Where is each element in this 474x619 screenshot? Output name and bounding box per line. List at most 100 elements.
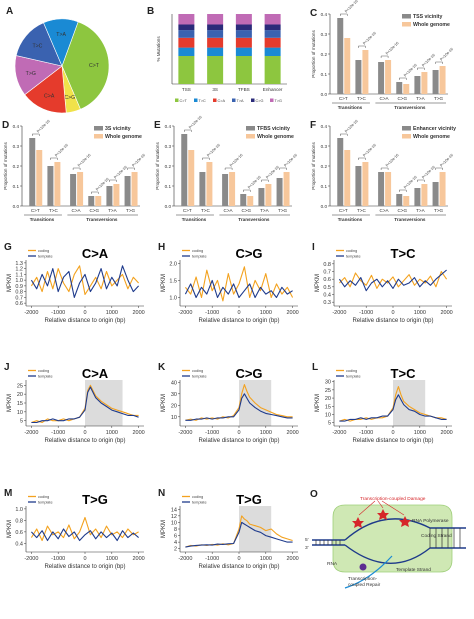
pie-slice-label: C>G xyxy=(64,95,75,101)
stacked-bar-segment xyxy=(178,24,195,31)
stacked-bar-segment xyxy=(207,30,224,38)
legend-label: template xyxy=(346,375,361,379)
significance-label: P<10e-16 xyxy=(265,165,280,180)
bar xyxy=(131,172,138,206)
x-tick-label: T>G xyxy=(434,96,443,101)
series-line xyxy=(30,265,140,296)
panel-e: E 0.0 0.1 0.2 0.3 0.4 Proportion of mutations P… xyxy=(154,115,298,222)
y-tick-label: 8 xyxy=(174,527,177,533)
x-tick-label: T>C xyxy=(357,208,366,213)
legend-label: Whole genome xyxy=(413,134,450,140)
bar xyxy=(385,172,392,206)
legend-label: 3S vicinity xyxy=(105,126,131,132)
y-tick-label: 0.2 xyxy=(165,164,172,169)
x-axis-label: Relative distance to origin (bp) xyxy=(198,318,279,324)
x-tick-label: T>C xyxy=(357,96,366,101)
y-tick-label: 0.2 xyxy=(13,164,20,169)
damage-star-icon xyxy=(399,516,411,527)
significance-label: P<10e-16 xyxy=(362,143,377,158)
significance-bracket xyxy=(435,61,443,64)
panel-label: N xyxy=(158,488,165,499)
chart-title: T>G xyxy=(236,492,262,507)
series-line xyxy=(31,386,139,424)
stacked-bar-segment xyxy=(235,24,252,31)
x-tick-label: -2000 xyxy=(178,556,192,562)
legend-swatch xyxy=(246,126,255,131)
x-tick-label: -1000 xyxy=(51,430,65,436)
five-prime-label: 5' xyxy=(305,537,309,543)
legend-label: template xyxy=(38,255,53,259)
significance-label: P<10e-16 xyxy=(421,165,436,180)
panel-label: H xyxy=(158,242,165,253)
x-tick-label: 2000 xyxy=(441,430,453,436)
group-label: Transitions xyxy=(338,105,363,110)
panel-label: E xyxy=(154,120,161,131)
series-line xyxy=(30,516,139,542)
y-tick-label: 14 xyxy=(171,507,177,513)
y-tick-label: 0.8 xyxy=(15,290,23,296)
legend-label: coding xyxy=(346,369,357,373)
legend-swatch xyxy=(213,98,217,102)
significance-label: P<10e-16 xyxy=(403,63,418,78)
bar xyxy=(181,134,188,206)
bar xyxy=(283,172,290,206)
pie-slice xyxy=(24,65,67,114)
significance-bracket xyxy=(72,167,81,170)
x-tick-label: C>G xyxy=(397,96,407,101)
bar xyxy=(385,60,392,94)
significance-bracket xyxy=(184,129,192,132)
stacked-bar-segment xyxy=(207,24,224,31)
significance-label: P<10e-16 xyxy=(439,47,454,62)
significance-bracket xyxy=(279,167,287,170)
series-line xyxy=(30,265,140,298)
chart-title: C>G xyxy=(235,246,262,261)
x-tick-label: C>G xyxy=(89,208,99,213)
dna-duplex xyxy=(312,518,466,589)
chart-title: T>G xyxy=(82,492,108,507)
bar xyxy=(439,66,446,94)
x-tick-label: 1000 xyxy=(106,310,118,316)
stacked-bar-segment xyxy=(178,37,195,48)
y-tick-label: 0.0 xyxy=(165,204,172,209)
bar xyxy=(344,38,351,94)
y-tick-label: 10 xyxy=(325,413,331,419)
x-tick-label: 1000 xyxy=(260,430,272,436)
y-tick-label: 0.1 xyxy=(13,184,20,189)
x-tick-label: 2000 xyxy=(287,430,299,436)
x-tick-label: C>T xyxy=(339,208,348,213)
y-tick-label: 10 xyxy=(17,410,23,416)
bar xyxy=(54,162,61,206)
legend-swatch xyxy=(402,22,411,27)
significance-label: P<10e-16 xyxy=(385,41,400,56)
x-tick-label: -1000 xyxy=(205,556,219,562)
bar xyxy=(432,182,439,206)
bar xyxy=(362,50,369,94)
bar xyxy=(265,184,272,206)
y-tick-label: 0.3 xyxy=(165,144,172,149)
panel-o: O xyxy=(305,489,466,589)
x-tick-label: C>A xyxy=(380,208,390,213)
group-label: Transversions xyxy=(238,217,270,222)
x-tick-label: 2000 xyxy=(133,556,145,562)
legend-swatch xyxy=(251,98,255,102)
legend-label: coding xyxy=(38,249,49,253)
significance-bracket xyxy=(380,55,389,58)
y-tick-label: 10 xyxy=(171,415,177,421)
legend-label: coding xyxy=(38,495,49,499)
series-line xyxy=(31,384,139,424)
bar xyxy=(240,194,247,206)
legend-label: Whole genome xyxy=(257,134,294,140)
x-tick-label: 2000 xyxy=(133,310,145,316)
y-tick-label: 0.4 xyxy=(165,124,172,129)
legend-label: template xyxy=(346,255,361,259)
y-tick-label: 10 xyxy=(171,520,177,526)
panel-label: M xyxy=(4,488,12,499)
x-tick-label: T>A xyxy=(260,208,269,213)
y-tick-label: 0.1 xyxy=(165,184,172,189)
legend-label: coding xyxy=(192,249,203,253)
stacked-bar-segment xyxy=(264,14,281,25)
y-axis-label: MPKM xyxy=(7,394,13,412)
significance-label: P<10e-16 xyxy=(247,175,262,190)
bar xyxy=(337,18,344,94)
y-tick-label: 1.0 xyxy=(15,278,23,284)
